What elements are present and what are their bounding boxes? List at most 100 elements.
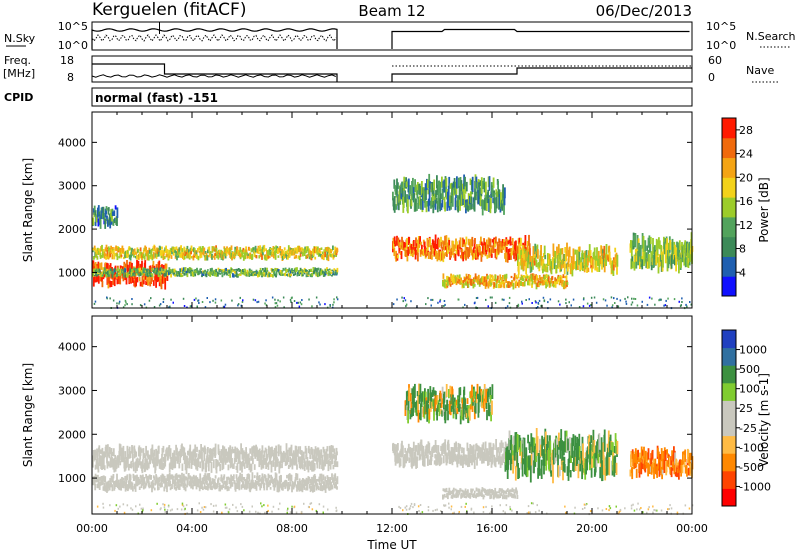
echo-cell: [596, 247, 598, 260]
echo-cell: [401, 181, 404, 191]
echo-cell: [619, 299, 622, 302]
echo-cell: [166, 485, 168, 493]
echo-cell: [405, 505, 408, 508]
echo-cell: [571, 450, 574, 458]
echo-cell: [211, 253, 213, 260]
echo-cell: [192, 474, 195, 480]
echo-cell: [560, 260, 563, 270]
echo-cell: [108, 271, 111, 275]
echo-cell: [287, 245, 290, 252]
echo-cell: [516, 494, 519, 499]
echo-cell: [452, 394, 454, 410]
echo-cell: [278, 476, 281, 484]
echo-cell: [329, 453, 332, 460]
echo-cell: [601, 461, 604, 481]
echo-cell: [538, 457, 541, 476]
echo-cell: [292, 273, 295, 276]
echo-cell: [568, 458, 570, 473]
echo-cell: [471, 493, 474, 498]
echo-cell: [616, 297, 618, 300]
echo-cell: [439, 298, 442, 301]
echo-cell: [614, 455, 617, 473]
nsearch-label: N.Search: [746, 30, 796, 43]
echo-cell: [112, 249, 115, 255]
echo-cell: [195, 482, 198, 490]
y-tick-label: 3000: [58, 180, 86, 193]
echo-cell: [258, 255, 261, 259]
echo-cell: [468, 459, 471, 467]
echo-cell: [672, 458, 674, 468]
echo-cell: [408, 245, 411, 254]
echo-cell: [327, 453, 329, 460]
echo-cell: [508, 283, 511, 288]
echo-cell: [484, 441, 487, 450]
echo-cell: [326, 482, 328, 489]
echo-cell: [458, 491, 461, 495]
echo-cell: [121, 271, 124, 274]
echo-cell: [217, 478, 220, 483]
echo-cell: [537, 467, 539, 479]
echo-cell: [273, 274, 276, 276]
echo-cell: [272, 248, 274, 254]
echo-cell: [169, 249, 172, 256]
echo-cell: [207, 255, 210, 258]
echo-cell: [142, 485, 145, 490]
echo-cell: [464, 277, 467, 281]
echo-cell: [111, 451, 114, 456]
echo-cell: [223, 271, 226, 275]
echo-cell: [309, 454, 312, 459]
echo-cell: [397, 195, 400, 211]
echo-cell: [495, 492, 497, 497]
echo-cell: [503, 494, 506, 500]
echo-cell: [124, 299, 127, 302]
echo-cell: [536, 282, 539, 288]
echo-cell: [456, 277, 458, 283]
echo-cell: [332, 245, 334, 251]
echo-cell: [325, 448, 328, 459]
echo-cell: [584, 458, 587, 480]
echo-cell: [449, 403, 452, 416]
echo-cell: [654, 303, 656, 306]
echo-cell: [396, 445, 398, 458]
echo-cell: [466, 278, 469, 283]
echo-cell: [131, 446, 134, 454]
echo-cell: [517, 303, 520, 306]
echo-cell: [427, 198, 430, 212]
echo-cell: [251, 254, 254, 260]
echo-cell: [236, 247, 239, 253]
echo-cell: [648, 296, 651, 299]
echo-cell: [254, 272, 257, 275]
echo-cell: [282, 274, 284, 276]
echo-cell: [131, 298, 133, 300]
echo-cell: [524, 235, 527, 246]
echo-cell: [284, 273, 287, 277]
echo-cell: [543, 263, 546, 272]
echo-cell: [102, 249, 105, 254]
echo-cell: [443, 241, 446, 251]
echo-cell: [447, 185, 450, 202]
echo-cell: [333, 273, 336, 276]
echo-cell: [147, 475, 150, 483]
echo-cell: [482, 281, 485, 286]
echo-cell: [410, 243, 413, 248]
echo-cell: [603, 245, 606, 260]
echo-cell: [459, 237, 462, 248]
echo-cell: [662, 246, 665, 255]
echo-cell: [440, 408, 443, 415]
echo-cell: [501, 461, 503, 466]
echo-cell: [544, 431, 547, 454]
echo-cell: [574, 249, 577, 255]
echo-cell: [269, 486, 272, 490]
echo-cell: [214, 252, 217, 256]
echo-cell: [564, 505, 566, 508]
echo-cell: [211, 486, 213, 491]
echo-cell: [108, 483, 111, 491]
echo-cell: [139, 503, 141, 506]
echo-cell: [285, 443, 288, 455]
echo-cell: [144, 484, 147, 488]
echo-cell: [670, 456, 673, 466]
echo-cell: [320, 483, 322, 490]
echo-cell: [476, 457, 478, 466]
echo-cell: [203, 482, 206, 490]
echo-cell: [290, 300, 292, 303]
